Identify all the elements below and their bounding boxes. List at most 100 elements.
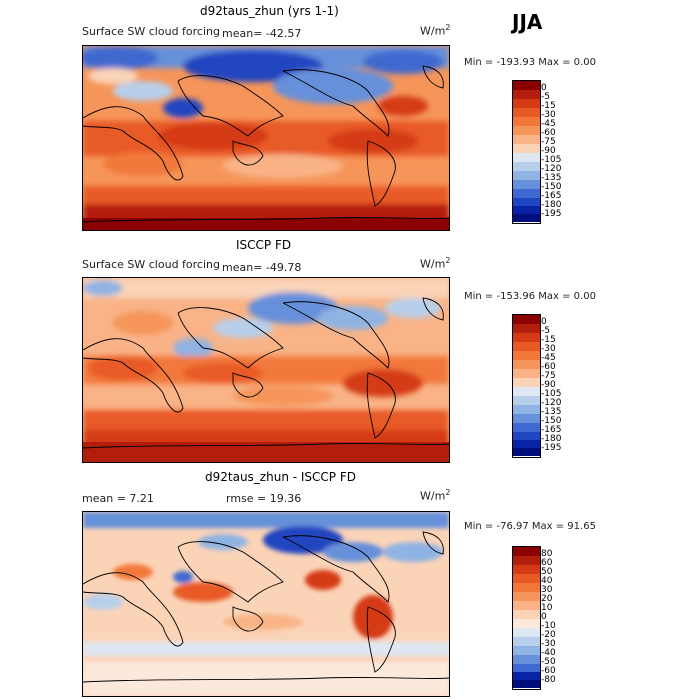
panel2-units: W/m2	[420, 256, 451, 271]
cbar3-swatch	[513, 565, 540, 574]
cbar3-tick-label: -40	[541, 648, 556, 658]
panel1-units: W/m2	[420, 23, 451, 38]
cbar3-swatch	[513, 592, 540, 601]
cbar2-swatch	[513, 448, 540, 456]
cbar3-tick-label: -10	[541, 621, 556, 631]
cbar2-swatch	[513, 378, 540, 387]
cbar3-tick-label: 40	[541, 576, 553, 586]
panel3-map	[82, 511, 450, 697]
cbar3-tick-label: -80	[541, 675, 556, 685]
cbar3-tick-label: -50	[541, 657, 556, 667]
cbar2-swatch	[513, 342, 540, 351]
cbar2-tick-label: -5	[541, 326, 550, 336]
cbar1-swatch	[513, 189, 540, 198]
cbar1-swatch	[513, 81, 540, 90]
cbar2-swatch	[513, 423, 540, 432]
cbar2-swatch	[513, 315, 540, 324]
cbar1-swatch	[513, 108, 540, 117]
cbar2-tick-label: -75	[541, 371, 556, 381]
cbar2-tick-label: -150	[541, 416, 562, 426]
cbar1-tick-label: -45	[541, 119, 556, 129]
cbar3-swatch	[513, 680, 540, 688]
cbar1-swatch	[513, 214, 540, 222]
cbar1-swatch	[513, 126, 540, 135]
cbar1-tick-label: -150	[541, 182, 562, 192]
cbar1-tick-label: 0	[541, 83, 547, 93]
cbar3-tick-label: 20	[541, 594, 553, 604]
cbar2-tick-label: -165	[541, 425, 562, 435]
cbar3-tick-label: -20	[541, 630, 556, 640]
panel1-map	[82, 45, 450, 231]
cbar2-swatch	[513, 387, 540, 396]
cbar1-tick-label: -165	[541, 191, 562, 201]
cbar1-swatch	[513, 153, 540, 162]
cbar3-swatch	[513, 646, 540, 655]
cbar1-swatch	[513, 117, 540, 126]
panel2-title: ISCCP FD	[236, 238, 292, 252]
panel1-mean: mean= -42.57	[222, 27, 302, 40]
cbar3-tick-label: 30	[541, 585, 553, 595]
cbar2-tick-label: -60	[541, 362, 556, 372]
cbar1-tick-label: -195	[541, 209, 562, 219]
cbar1-tick-label: -5	[541, 92, 550, 102]
cbar3-swatch	[513, 664, 540, 672]
cbar3-swatch	[513, 601, 540, 610]
cbar1-swatch	[513, 171, 540, 180]
cbar2-tick-label: 0	[541, 317, 547, 327]
cbar3-tick-label: 0	[541, 612, 547, 622]
cbar2-swatch	[513, 324, 540, 333]
cbar1-swatch	[513, 162, 540, 171]
cbar3-tick-label: 80	[541, 549, 553, 559]
cbar1-tick-label: -15	[541, 101, 556, 111]
panel1-minmax: Min = -193.93 Max = 0.00	[464, 57, 596, 68]
cbar2-tick-label: -195	[541, 443, 562, 453]
panel3-mean: mean = 7.21	[82, 492, 154, 505]
cbar3-swatch	[513, 655, 540, 664]
cbar2-tick-label: -45	[541, 353, 556, 363]
cbar3-swatch	[513, 610, 540, 619]
cbar2-swatch	[513, 333, 540, 342]
cbar1-swatch	[513, 99, 540, 108]
cbar1-swatch	[513, 90, 540, 99]
cbar2-tick-label: -135	[541, 407, 562, 417]
cbar3-tick-label: -60	[541, 666, 556, 676]
cbar1-tick-label: -120	[541, 164, 562, 174]
cbar1-swatch	[513, 135, 540, 144]
cbar1-swatch	[513, 198, 540, 206]
cbar1-swatch	[513, 144, 540, 153]
season-label: JJA	[512, 10, 543, 34]
cbar1-tick-label: -75	[541, 137, 556, 147]
cbar3-tick-label: -30	[541, 639, 556, 649]
cbar2-swatch	[513, 414, 540, 423]
cbar1-swatch	[513, 180, 540, 189]
panel1-title: d92taus_zhun (yrs 1-1)	[200, 4, 339, 18]
cbar2-swatch	[513, 432, 540, 440]
cbar2-swatch	[513, 360, 540, 369]
cbar2-tick-label: -90	[541, 380, 556, 390]
cbar3-tick-label: 60	[541, 558, 553, 568]
cbar3-tick-label: 10	[541, 603, 553, 613]
cbar1-swatch	[513, 206, 540, 214]
cbar3-swatch	[513, 619, 540, 628]
cbar2-tick-label: -105	[541, 389, 562, 399]
cbar3-swatch	[513, 547, 540, 556]
panel2-colorbar	[512, 314, 541, 458]
cbar2-swatch	[513, 351, 540, 360]
cbar3-swatch	[513, 583, 540, 592]
cbar2-tick-label: -180	[541, 434, 562, 444]
panel2-map-svg	[83, 278, 449, 462]
panel3-rmse: rmse = 19.36	[226, 492, 302, 505]
cbar3-tick-label: 50	[541, 567, 553, 577]
cbar2-tick-label: -120	[541, 398, 562, 408]
panel3-units: W/m2	[420, 488, 451, 503]
cbar3-swatch	[513, 628, 540, 637]
panel2-mean: mean= -49.78	[222, 261, 302, 274]
panel3-title: d92taus_zhun - ISCCP FD	[205, 470, 356, 484]
cbar3-swatch	[513, 672, 540, 680]
cbar2-tick-label: -30	[541, 344, 556, 354]
cbar1-tick-label: -105	[541, 155, 562, 165]
panel3-map-svg	[83, 512, 449, 696]
cbar3-swatch	[513, 556, 540, 565]
cbar3-swatch	[513, 574, 540, 583]
cbar2-tick-label: -15	[541, 335, 556, 345]
